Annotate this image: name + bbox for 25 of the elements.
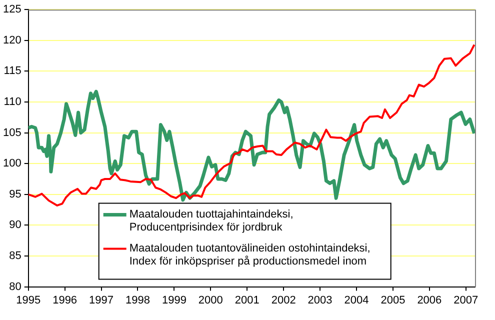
y-tick-label: 115: [4, 65, 22, 78]
x-tick-label: 2007: [454, 294, 478, 306]
y-tick-label: 120: [2, 34, 22, 46]
x-tick-label: 2006: [417, 294, 442, 306]
y-tick-label: 125: [2, 4, 22, 16]
y-tick-label: 95: [9, 188, 22, 200]
y-tick-label: 100: [2, 158, 22, 170]
x-tick-label: 2003: [308, 294, 332, 306]
y-tick-label: 80: [9, 280, 22, 293]
y-tick-label: 85: [9, 250, 22, 262]
y-tick-label: 110: [4, 96, 22, 108]
x-tick-label: 1995: [16, 294, 41, 306]
x-tick-label: 2001: [234, 294, 260, 306]
x-tick-label: 1999: [162, 294, 186, 306]
y-tick-label: 90: [9, 219, 22, 232]
x-tick-label: 2005: [380, 294, 406, 306]
legend-label: Maatalouden tuotantovälineiden ostohintaindeksi, Index för inköpspriser på productionsmedel inom: [129, 242, 370, 268]
y-tick-label: 105: [2, 126, 22, 139]
x-tick-label: 2002: [271, 294, 296, 306]
legend-label: Maatalouden tuottajahintaindeksi, Producentprisindex för jordbruk: [129, 208, 296, 234]
x-tick-label: 2004: [344, 294, 369, 306]
x-tick-label: 2000: [198, 294, 223, 306]
x-tick-label: 1998: [125, 294, 150, 306]
x-tick-label: 1997: [89, 294, 114, 306]
x-tick-label: 1996: [52, 294, 78, 306]
